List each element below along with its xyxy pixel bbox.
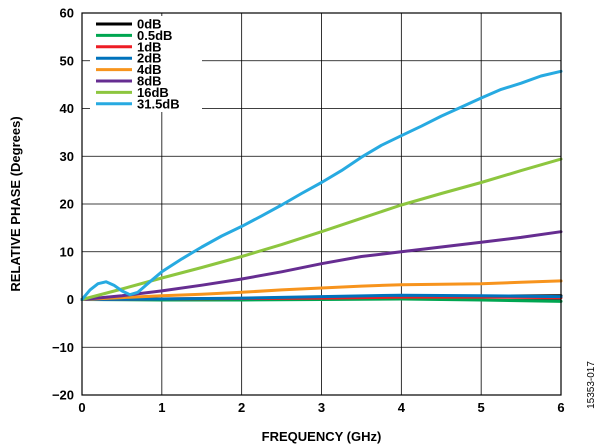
legend-label: 0.5dB — [137, 28, 172, 43]
x-tick-label: 6 — [557, 400, 564, 415]
legend-label: 1dB — [137, 39, 162, 54]
y-tick-label: −20 — [52, 388, 74, 403]
plot-frame — [81, 12, 562, 396]
x-tick-label: 3 — [318, 400, 325, 415]
y-tick-label: 10 — [60, 244, 74, 259]
legend-label: 2dB — [137, 51, 162, 66]
y-tick-label: −10 — [52, 340, 74, 355]
series-line-31.5dB — [80, 69, 563, 301]
series-line-16dB — [80, 157, 563, 301]
series-line-4dB — [80, 279, 563, 301]
legend-label: 4dB — [137, 62, 162, 77]
series-group — [80, 69, 563, 303]
y-tick-label: 50 — [60, 53, 74, 68]
y-tick-label: 20 — [60, 197, 74, 212]
x-tick-label: 2 — [238, 400, 245, 415]
y-tick-label: 0 — [67, 292, 74, 307]
series-line-2dB — [80, 293, 563, 301]
y-tick-labels: 60 50 40 30 20 10 0 −10 −20 — [52, 6, 74, 403]
series-line-8dB — [80, 230, 563, 301]
x-tick-label: 0 — [78, 400, 85, 415]
y-tick-label: 60 — [60, 6, 74, 21]
x-tick-label: 4 — [398, 400, 406, 415]
figure-id: 15353-017 — [586, 361, 597, 409]
legend-label: 8dB — [137, 74, 162, 89]
legend-label: 31.5dB — [137, 96, 180, 111]
legend-label: 16dB — [137, 85, 169, 100]
x-axis-title: FREQUENCY (GHz) — [262, 429, 382, 444]
legend-label: 0dB — [137, 17, 162, 32]
y-tick-label: 40 — [60, 101, 74, 116]
y-tick-label: 30 — [60, 149, 74, 164]
x-tick-label: 5 — [478, 400, 485, 415]
y-axis-title: RELATIVE PHASE (Degrees) — [8, 116, 23, 291]
legend-background — [90, 16, 202, 112]
x-tick-label: 1 — [158, 400, 165, 415]
x-tick-labels: 0 1 2 3 4 5 6 — [78, 400, 564, 415]
